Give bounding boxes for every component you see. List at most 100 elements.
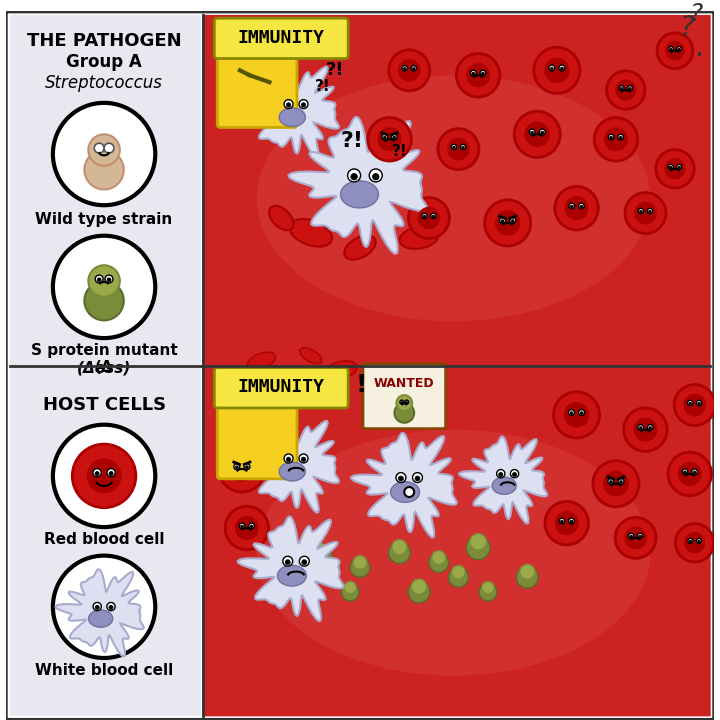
Circle shape [579, 410, 585, 415]
Circle shape [619, 136, 622, 139]
Circle shape [389, 542, 410, 564]
Circle shape [451, 565, 465, 580]
Circle shape [299, 99, 308, 109]
Circle shape [696, 539, 701, 544]
Circle shape [395, 403, 414, 423]
Circle shape [674, 384, 715, 426]
Text: IMMUNITY: IMMUNITY [238, 378, 325, 396]
Circle shape [534, 48, 580, 94]
Circle shape [639, 427, 642, 429]
Circle shape [485, 200, 531, 246]
Circle shape [456, 53, 500, 97]
Ellipse shape [300, 348, 322, 364]
Circle shape [408, 197, 449, 238]
Circle shape [692, 469, 698, 474]
Circle shape [285, 559, 290, 564]
Text: ?!: ?! [341, 131, 364, 151]
Circle shape [594, 117, 638, 161]
Circle shape [89, 265, 120, 297]
Circle shape [500, 217, 505, 224]
Circle shape [482, 72, 485, 75]
Circle shape [609, 480, 612, 484]
Text: Streptococcus: Streptococcus [45, 74, 163, 92]
Circle shape [97, 278, 101, 282]
Circle shape [413, 472, 423, 482]
Circle shape [480, 71, 486, 76]
Circle shape [404, 487, 414, 497]
Circle shape [351, 174, 357, 180]
Circle shape [392, 540, 407, 555]
Circle shape [72, 444, 136, 508]
FancyBboxPatch shape [202, 15, 711, 366]
Circle shape [637, 534, 643, 539]
Circle shape [240, 525, 243, 528]
Ellipse shape [391, 482, 420, 503]
Circle shape [501, 220, 504, 222]
Circle shape [603, 471, 629, 496]
Circle shape [555, 186, 598, 230]
Circle shape [470, 71, 476, 76]
Circle shape [678, 462, 702, 486]
Circle shape [472, 72, 474, 75]
Circle shape [560, 67, 564, 70]
Text: ?!: ?! [325, 61, 344, 79]
Circle shape [569, 410, 575, 415]
Circle shape [418, 207, 440, 229]
Circle shape [510, 469, 518, 478]
Circle shape [634, 202, 657, 225]
Circle shape [531, 131, 534, 134]
Circle shape [624, 526, 647, 549]
Circle shape [53, 556, 156, 658]
Circle shape [105, 275, 113, 283]
Circle shape [520, 564, 535, 580]
Circle shape [460, 145, 466, 150]
Circle shape [564, 402, 589, 428]
Circle shape [688, 400, 693, 405]
Text: ?!: ?! [315, 79, 330, 94]
Circle shape [398, 59, 420, 81]
Ellipse shape [256, 76, 650, 321]
Circle shape [688, 539, 693, 544]
Circle shape [569, 203, 575, 209]
Circle shape [383, 136, 386, 139]
Circle shape [406, 402, 408, 403]
Circle shape [682, 469, 688, 474]
Circle shape [618, 134, 624, 140]
Circle shape [302, 559, 307, 564]
Circle shape [53, 425, 156, 527]
Circle shape [696, 400, 702, 405]
Circle shape [300, 557, 310, 566]
Ellipse shape [400, 227, 438, 249]
FancyBboxPatch shape [215, 18, 348, 58]
Circle shape [239, 523, 245, 528]
Circle shape [234, 464, 240, 469]
Ellipse shape [341, 181, 379, 208]
Circle shape [93, 469, 102, 477]
Circle shape [462, 146, 464, 149]
Circle shape [431, 213, 436, 219]
Circle shape [670, 48, 672, 50]
Circle shape [677, 47, 681, 51]
Circle shape [513, 472, 517, 477]
Circle shape [250, 525, 253, 528]
Circle shape [107, 469, 115, 477]
Circle shape [678, 48, 680, 50]
Circle shape [246, 466, 248, 469]
Circle shape [94, 143, 104, 153]
Ellipse shape [279, 108, 305, 127]
Polygon shape [289, 117, 428, 254]
Circle shape [432, 551, 446, 564]
Circle shape [495, 210, 521, 235]
Circle shape [372, 174, 379, 180]
Circle shape [606, 71, 645, 109]
Circle shape [559, 518, 564, 523]
Circle shape [604, 127, 628, 151]
Circle shape [348, 169, 361, 182]
FancyBboxPatch shape [217, 399, 297, 479]
Polygon shape [238, 516, 343, 621]
Text: WANTED: WANTED [374, 377, 435, 390]
Circle shape [668, 452, 711, 495]
Circle shape [411, 66, 416, 71]
Circle shape [610, 136, 613, 139]
Ellipse shape [344, 235, 376, 260]
